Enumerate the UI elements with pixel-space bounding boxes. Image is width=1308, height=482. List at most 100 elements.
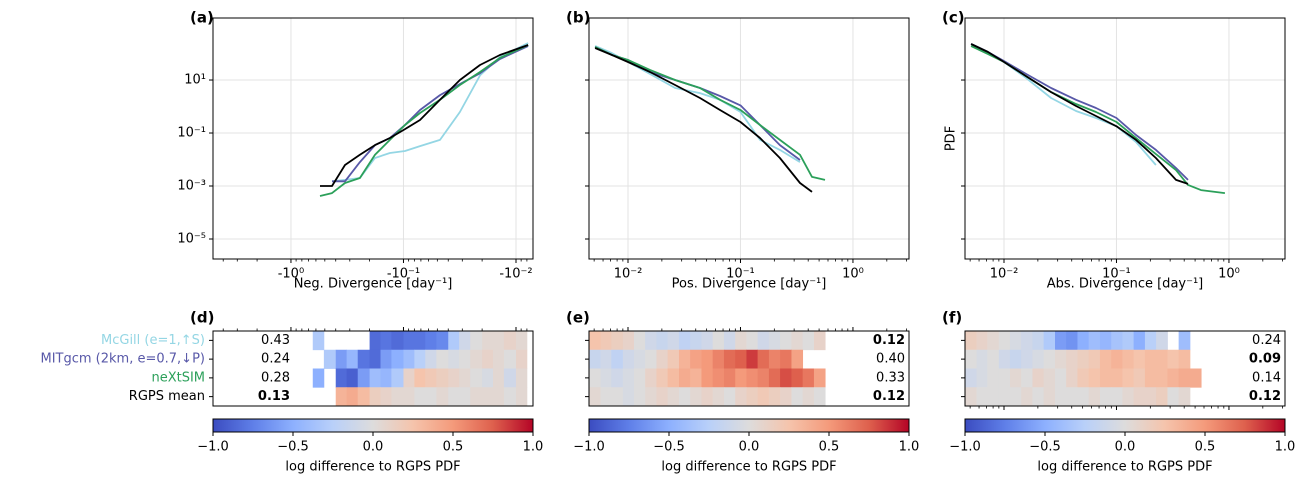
x-tick-label: -10⁰ bbox=[278, 267, 304, 282]
heatmap-cell bbox=[600, 331, 612, 351]
heatmap-cell bbox=[589, 387, 601, 407]
heatmap-cell bbox=[414, 387, 426, 407]
x-axis-label: Neg. Divergence [day⁻¹] bbox=[294, 277, 453, 292]
heatmap-cell bbox=[645, 331, 657, 351]
heatmap-cell bbox=[813, 331, 826, 351]
series-line bbox=[319, 44, 529, 197]
heatmap-cell bbox=[735, 368, 747, 388]
heatmap-cell bbox=[633, 368, 646, 388]
heatmap-cell bbox=[723, 387, 736, 407]
heatmap-cell bbox=[735, 387, 747, 407]
y-tick-label: 10⁻⁵ bbox=[177, 232, 206, 247]
heatmap-cell bbox=[1167, 368, 1180, 388]
heatmap-cell bbox=[965, 387, 977, 407]
heatmap-cell bbox=[1133, 331, 1146, 351]
heatmap-cell bbox=[1122, 387, 1135, 407]
heatmap-cell bbox=[611, 349, 624, 369]
heatmap-cell bbox=[998, 331, 1011, 351]
heatmap-cell bbox=[746, 387, 759, 407]
heatmap-cell bbox=[600, 349, 612, 369]
heatmap-cell bbox=[757, 331, 770, 351]
heatmap-cell bbox=[1099, 368, 1112, 388]
heatmap-cell bbox=[1178, 387, 1191, 407]
score-label: 0.12 bbox=[1249, 389, 1281, 404]
heatmap-cell bbox=[1099, 349, 1112, 369]
heatmap-cell bbox=[667, 331, 680, 351]
heatmap-cell bbox=[1032, 331, 1045, 351]
heatmap-cell bbox=[380, 387, 392, 407]
heatmap-cell bbox=[976, 349, 988, 369]
heatmap-cell bbox=[1009, 387, 1022, 407]
heatmap-cell bbox=[998, 368, 1011, 388]
heatmap-cell bbox=[448, 387, 460, 407]
heatmap-cell bbox=[611, 331, 624, 351]
heatmap-cell bbox=[633, 331, 646, 351]
heatmap-cell bbox=[1021, 368, 1033, 388]
heatmap-cell bbox=[1021, 331, 1033, 351]
heatmap-cell bbox=[678, 368, 691, 388]
colorbar-tick-label: 0.5 bbox=[819, 440, 840, 455]
heatmap-cell bbox=[403, 349, 415, 369]
heatmap-cell bbox=[998, 387, 1011, 407]
heatmap-cell bbox=[976, 331, 988, 351]
heatmap-cell bbox=[1032, 349, 1045, 369]
heatmap-cell bbox=[645, 368, 657, 388]
heatmap-cell bbox=[622, 349, 635, 369]
heatmap-cell bbox=[503, 387, 517, 407]
heatmap-cell bbox=[1088, 331, 1101, 351]
heatmap-cell bbox=[425, 368, 437, 388]
heatmap-cell bbox=[645, 349, 657, 369]
heatmap-cell bbox=[448, 349, 460, 369]
y-tick-label: 10¹ bbox=[184, 73, 206, 88]
heatmap-cell bbox=[987, 331, 1000, 351]
heatmap-cell bbox=[448, 331, 460, 351]
heatmap-cell bbox=[436, 331, 449, 351]
colorbar-tick-label: −0.5 bbox=[653, 440, 685, 455]
heatmap-cell bbox=[768, 368, 781, 388]
x-tick-label: 10⁻² bbox=[990, 267, 1019, 282]
heatmap-cell bbox=[712, 331, 725, 351]
heatmap-cell bbox=[323, 349, 337, 369]
heatmap-cell bbox=[414, 368, 426, 388]
heatmap-cell bbox=[1088, 368, 1101, 388]
heatmap-cell bbox=[813, 387, 826, 407]
heatmap-cell bbox=[791, 387, 804, 407]
heatmap-cell bbox=[1021, 387, 1033, 407]
colorbar-label: log difference to RGPS PDF bbox=[1037, 460, 1212, 475]
heatmap-cell bbox=[482, 387, 494, 407]
heatmap-cell bbox=[712, 387, 725, 407]
heatmap-cell bbox=[1133, 368, 1146, 388]
heatmap-cell bbox=[436, 387, 449, 407]
series-line bbox=[332, 45, 529, 183]
heatmap-cell bbox=[369, 331, 381, 351]
colorbar-tick-label: 1.0 bbox=[523, 440, 544, 455]
heatmap-cell bbox=[589, 331, 601, 351]
heatmap-cell bbox=[768, 387, 781, 407]
heatmap-cell bbox=[987, 349, 1000, 369]
score-label: 0.14 bbox=[1252, 370, 1281, 385]
heatmap-cell bbox=[678, 349, 691, 369]
heatmap-cell bbox=[1043, 331, 1056, 351]
axes-frame bbox=[964, 17, 1286, 260]
heatmap-cell bbox=[1043, 387, 1056, 407]
heatmap-cell bbox=[690, 368, 702, 388]
panel-label: (b) bbox=[566, 9, 590, 27]
heatmap-cell bbox=[470, 349, 483, 369]
heatmap-cell bbox=[459, 387, 471, 407]
heatmap-cell bbox=[515, 331, 528, 351]
heatmap-cell bbox=[1021, 349, 1033, 369]
heatmap-cell bbox=[656, 387, 669, 407]
heatmap-cell bbox=[746, 331, 759, 351]
heatmap-cell bbox=[780, 368, 792, 388]
heatmap-cell bbox=[987, 368, 1000, 388]
heatmap-cell bbox=[746, 349, 759, 369]
heatmap-cell bbox=[1054, 331, 1067, 351]
series-line bbox=[594, 45, 801, 163]
heatmap-cell bbox=[346, 368, 359, 388]
heatmap-cell bbox=[1144, 387, 1157, 407]
heatmap-cell bbox=[1144, 331, 1157, 351]
heatmap-cell bbox=[515, 387, 528, 407]
heatmap-cell bbox=[712, 368, 725, 388]
